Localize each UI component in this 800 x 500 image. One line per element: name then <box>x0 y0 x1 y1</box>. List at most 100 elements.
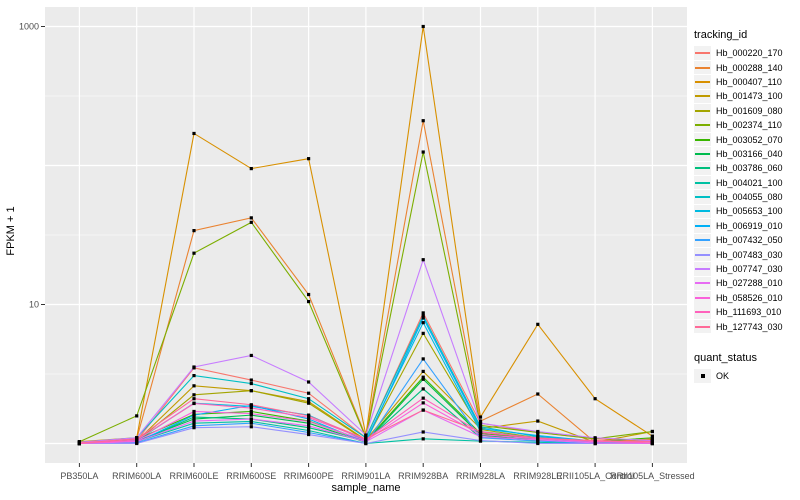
data-point <box>307 419 311 424</box>
data-point <box>536 433 540 438</box>
data-point <box>192 251 196 255</box>
legend-key <box>694 233 711 248</box>
series-color-line-icon <box>695 268 710 271</box>
series-color-line-icon <box>695 196 710 199</box>
data-point <box>135 414 139 418</box>
data-point <box>192 131 196 136</box>
legend-key <box>694 276 711 291</box>
series-color-line-icon <box>695 253 710 256</box>
x-tick-label: RRIM928LA <box>456 471 505 481</box>
data-point <box>249 378 253 382</box>
data-point <box>192 424 196 428</box>
data-point <box>307 380 311 384</box>
x-axis-title: sample_name <box>331 482 401 494</box>
data-point <box>421 357 425 361</box>
legend-key <box>694 118 711 132</box>
series-color-line-icon <box>695 138 710 141</box>
x-tick-label: RRIM600SE <box>226 471 276 481</box>
data-point <box>249 220 253 224</box>
legend-key <box>694 305 711 319</box>
series-color-line-icon <box>695 52 710 55</box>
data-point <box>249 216 253 220</box>
legend-item-label: Hb_027288_010 <box>716 278 783 289</box>
legend-key <box>694 46 711 60</box>
legend-key <box>694 147 711 161</box>
data-point <box>249 425 253 429</box>
data-point <box>650 429 654 434</box>
legend2-item-label: OK <box>716 371 730 381</box>
data-point <box>307 157 311 161</box>
legend-item-label: Hb_003052_070 <box>716 134 783 145</box>
data-point <box>307 401 311 405</box>
data-point <box>364 441 368 446</box>
legend-key <box>694 204 711 219</box>
legend-item: Hb_027288_010 <box>694 276 800 291</box>
data-point <box>192 384 196 388</box>
legend-key <box>694 247 711 262</box>
data-point <box>307 421 311 425</box>
data-point <box>536 392 540 396</box>
data-point <box>536 441 540 446</box>
data-point <box>307 397 311 401</box>
series-color-line-icon <box>695 152 710 155</box>
legend-item: Hb_000407_110 <box>694 75 800 89</box>
data-point <box>307 414 311 418</box>
legend-item: Hb_006919_010 <box>694 219 800 233</box>
data-point <box>307 299 311 304</box>
data-point <box>307 430 311 435</box>
data-point <box>421 437 425 441</box>
series-color-line-icon <box>695 124 710 127</box>
legend2-title: quant_status <box>694 351 757 364</box>
data-point <box>593 436 597 440</box>
legend-item-label: Hb_111693_010 <box>716 307 782 318</box>
legend-item-label: Hb_007747_030 <box>716 264 783 275</box>
data-point <box>421 150 425 154</box>
legend-item: Hb_127743_030 <box>694 319 800 334</box>
legend-item: Hb_003166_040 <box>694 147 800 161</box>
data-point <box>307 292 311 297</box>
legend-key <box>694 262 711 276</box>
data-point <box>192 417 196 421</box>
series-color-line-icon <box>695 325 710 328</box>
data-point <box>249 419 253 424</box>
data-point <box>192 401 196 406</box>
data-point <box>307 432 311 437</box>
data-point <box>307 424 311 428</box>
x-tick-label: RRIM928LE <box>513 471 562 481</box>
series-color-line-icon <box>695 181 710 184</box>
legend-item-label: Hb_127743_030 <box>716 321 783 332</box>
data-point <box>192 419 196 423</box>
data-point <box>421 321 425 325</box>
x-tick-label: RRII105LA_Stressed <box>610 471 695 481</box>
legend-item-label: Hb_058526_010 <box>716 292 783 303</box>
data-point <box>192 393 196 397</box>
x-tick-label: RRIM600LA <box>112 471 161 481</box>
data-point <box>192 373 196 378</box>
data-point <box>249 406 253 410</box>
data-point <box>249 381 253 386</box>
data-point <box>421 316 425 320</box>
legend-item-label: Hb_002374_110 <box>716 120 782 131</box>
x-tick-label: RRIM600PE <box>284 471 334 481</box>
series-color-line-icon <box>695 311 710 314</box>
data-point <box>192 409 196 414</box>
legend-key <box>694 219 711 233</box>
legend-item: Hb_000220_170 <box>694 46 800 60</box>
data-point <box>249 409 253 414</box>
data-point <box>421 375 425 379</box>
data-point <box>478 425 483 429</box>
data-point <box>593 438 597 443</box>
legend-item: Hb_001609_080 <box>694 104 800 118</box>
legend-item: Hb_004055_080 <box>694 190 800 204</box>
data-point <box>249 389 253 393</box>
data-point <box>536 419 540 423</box>
legend-item: Hb_001473_100 <box>694 89 800 104</box>
x-tick-label: RRIM901LA <box>341 471 390 481</box>
data-point <box>192 413 196 417</box>
legend-item: Hb_003052_070 <box>694 132 800 147</box>
data-point <box>650 436 654 440</box>
data-point <box>421 258 425 262</box>
data-point <box>249 403 253 407</box>
